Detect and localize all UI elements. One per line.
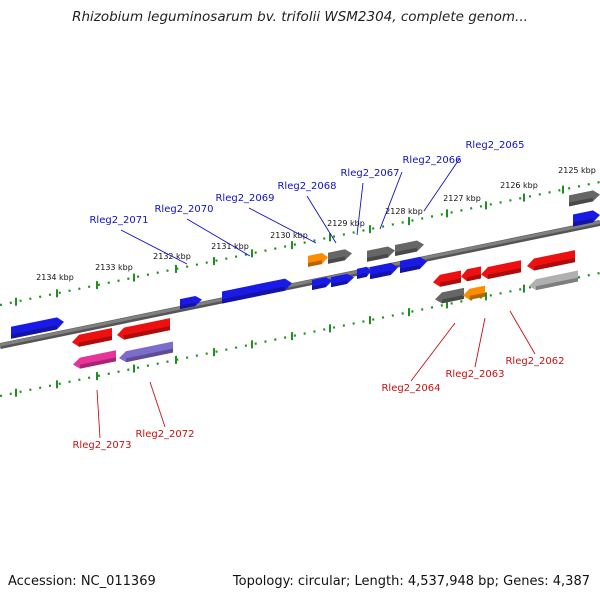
forward-gene-label: Rleg2_2069 — [215, 193, 274, 204]
gene-arrow-shade — [331, 280, 348, 288]
accession-text: Accession: NC_011369 — [8, 574, 156, 589]
forward-gene-label: Rleg2_2071 — [89, 215, 148, 226]
forward-tick-track — [0, 180, 600, 307]
gene-arrow-shade — [573, 218, 593, 227]
reverse-gene-leader-line — [96, 389, 101, 439]
scale-label: 2126 kbp — [500, 181, 538, 190]
reverse-gene-leader-line — [509, 310, 536, 355]
gene-arrow-shade — [440, 278, 461, 287]
forward-gene-label: Rleg2_2070 — [154, 204, 213, 215]
forward-gene-leader-line — [248, 207, 317, 244]
reverse-gene-leader-line — [149, 381, 166, 428]
gene-arrow-shade — [488, 267, 521, 279]
gene-arrow-shade — [357, 273, 367, 279]
reverse-gene-label: Rleg2_2062 — [505, 356, 564, 367]
gene-arrow-shade — [11, 325, 57, 339]
gene-arrow-shade — [124, 325, 170, 340]
genome-summary-text: Topology: circular; Length: 4,537,948 bp… — [232, 574, 590, 589]
gene-arrow-shade — [80, 357, 116, 369]
gene-arrow-shade — [79, 335, 112, 347]
gene-arrow-shade — [308, 260, 322, 267]
gene-arrow-shade — [367, 253, 388, 262]
scale-label: 2130 kbp — [270, 231, 308, 240]
gene-arrow-shade — [312, 283, 326, 291]
gene-arrow-shade — [400, 264, 420, 273]
reverse-tick-track — [0, 271, 600, 398]
forward-gene-label: Rleg2_2066 — [402, 155, 461, 166]
forward-gene-leader-line — [423, 157, 461, 212]
map-title: Rhizobium leguminosarum bv. trifolii WSM… — [72, 9, 528, 25]
gene-arrow-shade — [222, 286, 285, 304]
gene-arrow-shade — [469, 292, 485, 300]
scale-label: 2134 kbp — [36, 273, 74, 282]
gene-arrow-shade — [180, 302, 196, 310]
reverse-gene-leader-line — [474, 317, 486, 368]
reverse-gene-label: Rleg2_2064 — [381, 383, 440, 394]
gene-arrow-shade — [534, 257, 575, 271]
forward-gene-label: Rleg2_2068 — [277, 181, 336, 192]
reverse-gene-label: Rleg2_2072 — [135, 429, 194, 440]
forward-gene-leader-line — [356, 182, 364, 236]
forward-gene-label: Rleg2_2067 — [340, 168, 399, 179]
forward-gene-leader-line — [120, 229, 188, 265]
backbone — [0, 220, 600, 347]
gene-arrow-shade — [536, 277, 578, 291]
scale-label: 2129 kbp — [327, 219, 365, 228]
gene-arrow-shade — [442, 295, 464, 304]
gene-arrow-shade — [467, 274, 481, 282]
scale-label: 2125 kbp — [558, 166, 596, 175]
gene-arrow-shade — [569, 197, 593, 207]
forward-gene-label: Rleg2_2065 — [465, 140, 524, 151]
scale-label: 2128 kbp — [385, 207, 423, 216]
reverse-gene-label: Rleg2_2073 — [72, 440, 131, 451]
reverse-gene-label: Rleg2_2063 — [445, 369, 504, 380]
gene-arrow-shade — [126, 348, 173, 363]
scale-label: 2127 kbp — [443, 194, 481, 203]
gene-arrow-shade — [395, 247, 417, 257]
scale-label: 2131 kbp — [211, 242, 249, 251]
forward-gene-leader-line — [186, 218, 251, 257]
gene-arrow-shade — [328, 256, 345, 264]
reverse-gene-leader-line — [410, 322, 456, 382]
forward-gene-leader-line — [306, 195, 337, 244]
scale-label: 2133 kbp — [95, 263, 133, 272]
gene-arrow-shade — [370, 270, 391, 280]
forward-gene-leader-line — [379, 171, 403, 230]
